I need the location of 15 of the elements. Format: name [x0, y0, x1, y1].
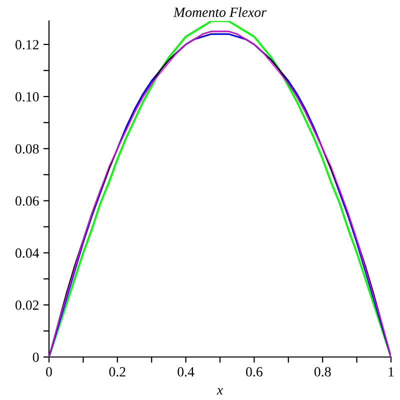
y-tick-label: 0.02 [16, 300, 39, 310]
y-tick-label: 0.06 [16, 196, 39, 206]
x-tick-label: 0.6 [246, 367, 262, 377]
chart-title: Momento Flexor [173, 7, 267, 17]
x-tick-label: 0.8 [314, 367, 331, 377]
x-axis-title: x [216, 388, 223, 395]
x-tick-label: 0.2 [109, 367, 126, 377]
y-tick-label: 0 [32, 352, 39, 362]
x-tick-label: 1 [388, 367, 394, 376]
y-tick-label: 0.12 [16, 40, 39, 50]
y-tick-label: 0.04 [16, 248, 40, 258]
y-tick-label: 0.08 [16, 144, 39, 154]
x-tick-label: 0.4 [178, 367, 194, 377]
x-tick-label: 0 [46, 367, 52, 376]
y-tick-label: 0.10 [16, 92, 39, 102]
